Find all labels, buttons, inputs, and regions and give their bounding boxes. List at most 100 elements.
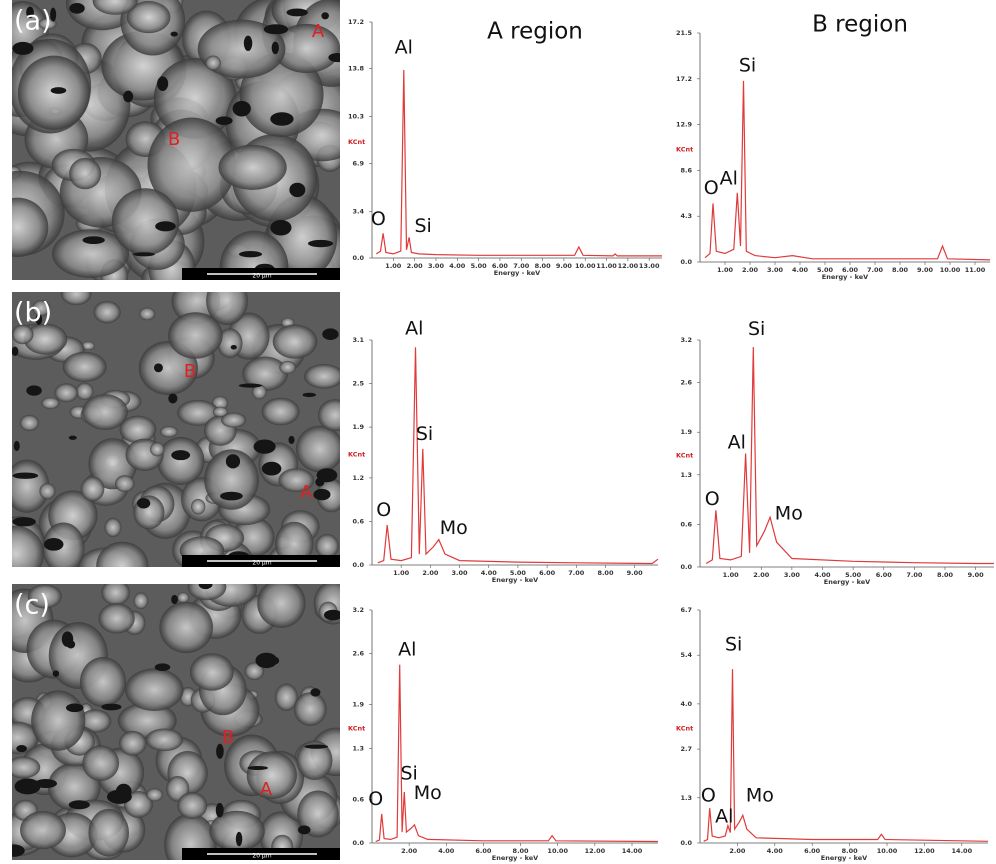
sem-pore xyxy=(272,42,279,55)
sem-grain xyxy=(294,692,327,726)
peak-label: O xyxy=(368,788,383,810)
sem-grain xyxy=(205,56,221,71)
sem-pore xyxy=(171,450,190,460)
spectrum-line xyxy=(706,347,994,563)
sem-pore xyxy=(137,498,150,508)
sem-pore xyxy=(44,538,63,551)
sem-grain xyxy=(125,668,184,711)
sem-grain xyxy=(296,426,344,472)
sem-pore xyxy=(317,468,338,482)
sem-grain xyxy=(219,145,287,190)
x-tick-label: 2.00 xyxy=(742,266,759,274)
sem-grain xyxy=(96,542,148,590)
sem-pore xyxy=(155,663,170,671)
sem-pore xyxy=(101,704,121,711)
y-tick-label: 3.2 xyxy=(680,336,692,344)
sem-grain xyxy=(31,690,85,750)
y-tick-label: 1.3 xyxy=(680,794,692,802)
x-tick-label: 13.00 xyxy=(639,262,660,270)
y-tick-label: 0.0 xyxy=(352,254,364,262)
sem-grain xyxy=(104,518,121,537)
y-tick-label: 17.2 xyxy=(348,18,364,26)
x-tick-label: 9.00 xyxy=(556,262,573,270)
sem-pore xyxy=(69,436,77,440)
x-tick-label: 9.00 xyxy=(627,569,644,577)
sem-grain xyxy=(177,592,189,603)
x-tick-label: 14.00 xyxy=(622,847,643,855)
x-tick-label: 3.00 xyxy=(784,571,801,579)
y-tick-label: 6.9 xyxy=(352,159,364,167)
sem-pore xyxy=(324,610,342,621)
sem-grain xyxy=(257,579,305,628)
x-tick-label: 1.00 xyxy=(723,571,740,579)
panel-label: (b) xyxy=(14,298,52,329)
sem-pore xyxy=(255,653,277,668)
x-axis-label: Energy - keV xyxy=(492,854,538,862)
peak-label: Mo xyxy=(775,502,803,524)
sem-grain xyxy=(82,394,128,430)
sem-pore xyxy=(69,800,90,809)
y-tick-label: 2.5 xyxy=(352,380,364,388)
sem-pore xyxy=(216,803,224,818)
figure: A region B region 20 μm(a)AB20 μm(b)BA20… xyxy=(0,0,996,864)
y-tick-label: 0.0 xyxy=(680,839,692,847)
peak-label: Si xyxy=(748,318,765,340)
sem-pore xyxy=(62,631,74,647)
x-tick-label: 6.00 xyxy=(475,847,492,855)
sem-grain xyxy=(54,383,78,402)
sem-pore xyxy=(226,454,240,468)
x-tick-label: 7.00 xyxy=(568,569,585,577)
x-tick-label: 7.00 xyxy=(867,266,884,274)
sem-grain xyxy=(315,534,338,558)
y-axis-label: KCnt xyxy=(676,725,693,733)
sem-pore xyxy=(254,439,276,453)
y-tick-label: 21.5 xyxy=(676,29,693,37)
sem-pore xyxy=(216,116,233,125)
y-tick-label: 1.3 xyxy=(352,744,364,752)
sem-grain xyxy=(146,788,163,801)
sem-pore xyxy=(220,492,243,501)
x-tick-label: 14.00 xyxy=(952,847,973,855)
sem-pore xyxy=(262,462,282,476)
sem-pore xyxy=(83,236,105,244)
peak-label: Al xyxy=(720,167,738,189)
sem-pore xyxy=(171,595,178,604)
x-tick-label: 2.00 xyxy=(407,262,424,270)
peak-label: Mo xyxy=(440,517,468,539)
peak-label: O xyxy=(371,208,386,230)
sem-grain xyxy=(262,398,300,426)
scale-label: 20 μm xyxy=(252,853,271,860)
x-tick-label: 2.00 xyxy=(753,571,770,579)
x-axis-label: Energy - keV xyxy=(821,854,867,862)
sem-grain xyxy=(88,809,129,857)
sem-grain xyxy=(6,757,40,779)
sem-pore xyxy=(107,790,132,804)
y-tick-label: 0.0 xyxy=(352,839,364,847)
peak-label: Mo xyxy=(414,782,442,804)
sem-pore xyxy=(171,32,178,37)
x-axis-label: Energy - keV xyxy=(824,578,870,586)
sem-pore xyxy=(51,87,67,94)
y-tick-label: 3.1 xyxy=(352,336,364,344)
sem-grain xyxy=(81,476,105,501)
y-tick-label: 2.7 xyxy=(680,745,692,753)
y-tick-label: 17.2 xyxy=(676,75,692,83)
sem-grain xyxy=(304,364,344,389)
peak-label: Mo xyxy=(746,785,774,807)
y-tick-label: 13.8 xyxy=(348,65,365,73)
sem-pore xyxy=(168,393,177,403)
sem-grain xyxy=(191,499,205,515)
x-tick-label: 1.00 xyxy=(393,569,410,577)
y-tick-label: 1.3 xyxy=(680,471,692,479)
sem-grain xyxy=(93,301,120,323)
y-tick-label: 8.6 xyxy=(680,166,692,174)
sem-pore xyxy=(328,53,347,62)
peak-label: Al xyxy=(728,431,746,453)
x-tick-label: 10.00 xyxy=(547,847,568,855)
x-tick-label: 11.00 xyxy=(965,266,986,274)
y-tick-label: 3.2 xyxy=(352,606,364,614)
x-axis-label: Energy - keV xyxy=(494,269,540,277)
x-tick-label: 2.00 xyxy=(729,847,746,855)
y-tick-label: 5.4 xyxy=(680,651,692,659)
sem-grain xyxy=(82,745,119,781)
